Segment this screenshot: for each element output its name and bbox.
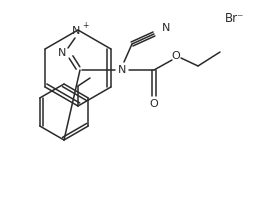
- Text: O: O: [172, 51, 180, 61]
- Text: N: N: [162, 23, 170, 33]
- Text: N: N: [72, 26, 80, 36]
- Text: O: O: [150, 99, 158, 109]
- Text: +: +: [82, 20, 88, 30]
- Text: Br⁻: Br⁻: [225, 12, 245, 24]
- Text: N: N: [58, 48, 66, 58]
- Text: N: N: [118, 65, 126, 75]
